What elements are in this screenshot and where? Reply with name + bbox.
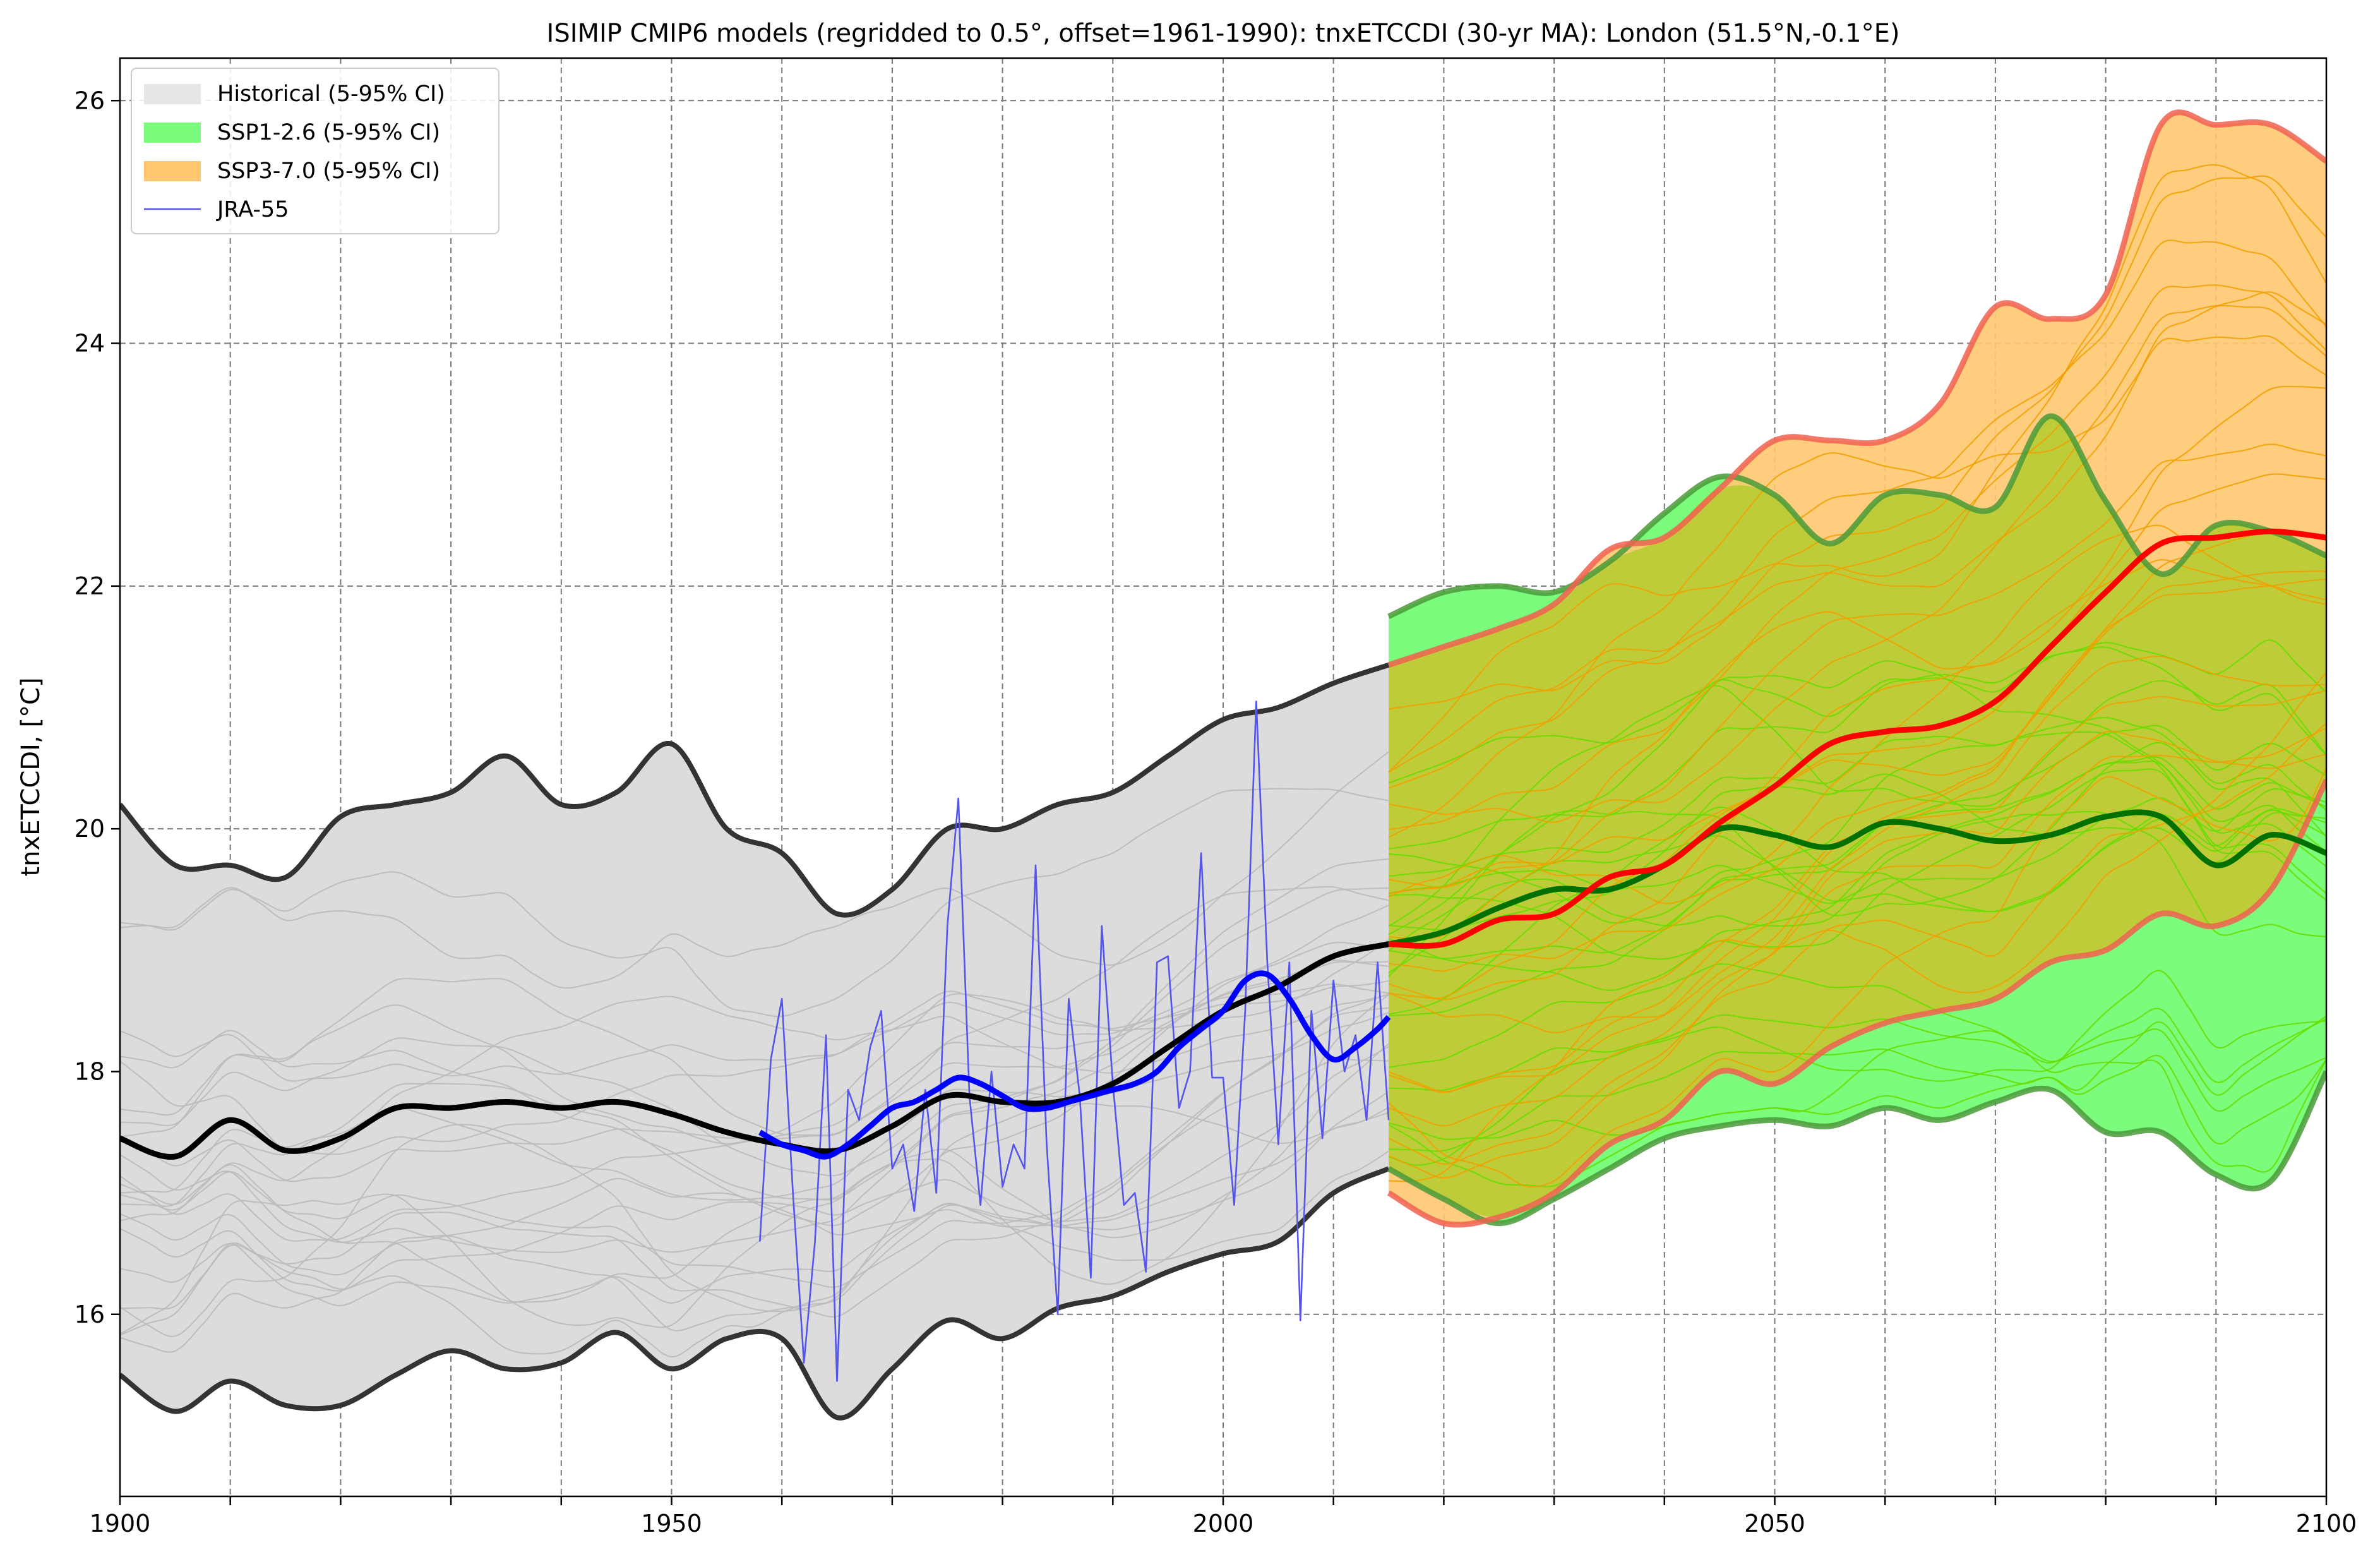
member-line	[120, 1043, 1389, 1303]
member-line	[1388, 291, 2326, 773]
legend-label: JRA-55	[216, 197, 289, 222]
member-line	[1388, 164, 2326, 773]
chart-title: ISIMIP CMIP6 models (regridded to 0.5°, …	[547, 19, 1900, 48]
member-line	[1389, 671, 2326, 1182]
member-line	[1388, 727, 2326, 1127]
member-line	[1388, 773, 2326, 931]
x-tick-label: 1950	[641, 1510, 702, 1537]
member-line	[120, 1007, 1389, 1276]
y-tick-label: 18	[75, 1057, 105, 1085]
member-line	[1388, 304, 2326, 823]
x-tick-label: 2050	[1744, 1510, 1805, 1537]
legend-label: SSP3-7.0 (5-95% CI)	[217, 159, 440, 184]
member-line	[1388, 1030, 2326, 1187]
median-lines	[120, 528, 2326, 1160]
member-line	[1388, 655, 2326, 1033]
x-tick-label: 2100	[2296, 1510, 2357, 1537]
historical-band	[120, 664, 1389, 1418]
member-line	[1388, 760, 2326, 992]
x-axis: 1900 1950 2000 2050 2100	[90, 1496, 2357, 1537]
jra55-smooth-line	[758, 970, 1391, 1160]
member-line	[1388, 239, 2326, 789]
member-line	[1389, 385, 2326, 940]
member-line	[1388, 175, 2326, 710]
member-line	[1388, 524, 2326, 905]
ssp126-median-line	[1388, 809, 2326, 947]
ci-bound-lines	[120, 109, 2326, 1421]
plot-area	[120, 109, 2326, 1421]
y-tick-label: 26	[75, 87, 105, 114]
historical-upper-line	[120, 662, 1390, 918]
member-line	[120, 994, 1389, 1205]
member-line	[1388, 559, 2326, 1001]
historical-median-line	[120, 941, 1390, 1160]
member-line	[1388, 963, 2326, 1112]
member-line	[120, 993, 1389, 1288]
historical-lower-line	[120, 1166, 1390, 1421]
ssp126-lower-line	[1387, 1070, 2326, 1227]
legend-label: Historical (5-95% CI)	[217, 81, 445, 107]
member-line	[120, 1112, 1389, 1307]
legend-swatch	[144, 161, 201, 181]
member-line	[120, 1091, 1389, 1353]
member-line	[120, 1012, 1389, 1201]
member-line	[1388, 806, 2326, 1015]
x-tick-label: 1900	[90, 1510, 151, 1537]
member-line	[120, 858, 1389, 1201]
member-line	[120, 941, 1389, 1227]
y-tick-label: 16	[75, 1301, 105, 1328]
member-line	[120, 887, 1389, 1177]
legend-label: SSP1-2.6 (5-95% CI)	[217, 120, 440, 145]
member-line	[1388, 716, 2326, 877]
legend-swatch	[144, 123, 201, 143]
ssp370-median-line	[1388, 528, 2326, 949]
legend: Historical (5-95% CI) SSP1-2.6 (5-95% CI)…	[131, 68, 499, 234]
member-line	[1388, 473, 2326, 894]
jra55-lines	[759, 700, 1390, 1382]
member-line	[1388, 335, 2326, 838]
y-axis-label: tnxETCCDI, [°C]	[16, 677, 45, 876]
member-line	[1388, 680, 2326, 927]
legend-box	[131, 68, 499, 234]
member-line	[1388, 284, 2326, 831]
member-line	[120, 1150, 1389, 1358]
legend-swatch	[144, 84, 201, 104]
member-line	[1389, 756, 2326, 1017]
member-line	[1388, 646, 2326, 850]
y-tick-label: 20	[75, 815, 105, 843]
member-line	[1388, 730, 2326, 1179]
ssp370-upper-line	[1387, 109, 2326, 668]
member-line	[120, 886, 1389, 1136]
member-line	[1388, 570, 2326, 972]
ssp126-upper-line	[1387, 413, 2326, 620]
member-line	[120, 788, 1389, 1018]
member-line	[1388, 742, 2326, 977]
member-line	[1388, 530, 2326, 999]
ssp370-lower-line	[1387, 779, 2326, 1228]
member-line	[1388, 1015, 2326, 1141]
member-line	[120, 1102, 1389, 1337]
x-tick-label: 2000	[1193, 1510, 1254, 1537]
member-line	[1389, 1007, 2326, 1091]
y-tick-label: 22	[75, 572, 105, 600]
member-line	[120, 1058, 1389, 1318]
y-tick-label: 24	[75, 330, 105, 358]
member-line	[1388, 767, 2326, 1188]
member-line	[120, 751, 1389, 989]
jra55-line	[759, 700, 1390, 1382]
member-line	[120, 994, 1389, 1335]
member-line	[1388, 810, 2326, 951]
y-axis: 16 18 20 22 24 26	[75, 87, 120, 1328]
member-line	[120, 905, 1389, 1082]
member-line	[120, 980, 1389, 1155]
